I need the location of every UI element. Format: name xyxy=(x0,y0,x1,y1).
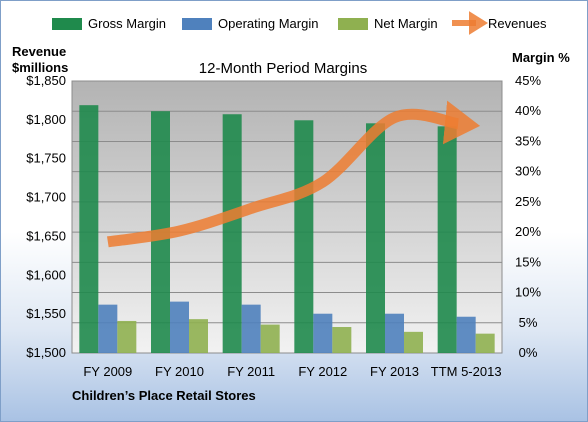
revenue-line xyxy=(107,100,481,248)
right-axis-ticks: 0% 5% 10% 15% 20% 25% 30% 35% 40% 45% xyxy=(515,73,541,360)
legend: Gross Margin Operating Margin Net Margin… xyxy=(52,11,547,35)
left-tick-label: $1,600 xyxy=(26,267,66,282)
legend-label-operating-margin: Operating Margin xyxy=(218,16,318,31)
right-tick-label: 15% xyxy=(515,254,541,269)
legend-swatch-gross-margin xyxy=(52,18,82,30)
bar-operating-margin-fy-2012 xyxy=(313,313,333,353)
category-label-fy-2009: FY 2009 xyxy=(83,364,132,379)
right-tick-label: 35% xyxy=(515,133,541,148)
legend-swatch-operating-margin xyxy=(182,18,212,30)
right-axis-label: Margin % xyxy=(512,50,570,65)
category-label-fy-2012: FY 2012 xyxy=(298,364,347,379)
left-tick-label: $1,750 xyxy=(26,151,66,166)
chart-title: 12-Month Period Margins xyxy=(199,60,367,77)
revenue-line-layer xyxy=(107,100,481,248)
category-labels: FY 2009 FY 2010 FY 2011 FY 2012 FY 2013 TTM 5… xyxy=(83,364,501,379)
bar-gross-margin-ttm-5-2013 xyxy=(437,126,457,353)
left-axis-ticks: $1,500 $1,550 $1,600 $1,650 $1,700 $1,750 $1,8… xyxy=(26,73,66,360)
bar-operating-margin-fy-2011 xyxy=(241,304,261,353)
left-tick-label: $1,850 xyxy=(26,73,66,88)
left-tick-label: $1,800 xyxy=(26,112,66,127)
bar-gross-margin-fy-2011 xyxy=(222,114,242,353)
bar-gross-margin-fy-2009 xyxy=(79,105,99,353)
legend-label-revenues: Revenues xyxy=(488,16,547,31)
bar-net-margin-fy-2010 xyxy=(189,319,208,353)
bar-operating-margin-fy-2010 xyxy=(170,301,189,353)
legend-swatch-net-margin xyxy=(338,18,368,30)
bar-operating-margin-fy-2009 xyxy=(98,304,118,353)
bar-operating-margin-fy-2013 xyxy=(385,313,404,353)
category-label-fy-2011: FY 2011 xyxy=(227,364,275,379)
left-tick-label: $1,650 xyxy=(26,228,66,243)
company-name: Children’s Place Retail Stores xyxy=(72,388,256,403)
bar-gross-margin-fy-2013 xyxy=(366,123,385,353)
bar-net-margin-fy-2012 xyxy=(332,327,352,353)
left-tick-label: $1,500 xyxy=(26,345,66,360)
right-tick-label: 10% xyxy=(515,285,541,300)
right-tick-label: 40% xyxy=(515,103,541,118)
category-label-fy-2010: FY 2010 xyxy=(155,364,204,379)
bar-net-margin-fy-2009 xyxy=(117,320,137,353)
right-tick-label: 25% xyxy=(515,194,541,209)
legend-label-net-margin: Net Margin xyxy=(374,16,438,31)
legend-label-gross-margin: Gross Margin xyxy=(88,16,166,31)
bar-gross-margin-fy-2012 xyxy=(294,120,314,354)
bar-net-margin-ttm-5-2013 xyxy=(475,333,495,353)
left-axis-label-line1: Revenue xyxy=(12,44,66,59)
left-tick-label: $1,550 xyxy=(26,306,66,321)
right-tick-label: 45% xyxy=(515,73,541,88)
left-tick-label: $1,700 xyxy=(26,190,66,205)
bar-operating-margin-ttm-5-2013 xyxy=(456,316,476,353)
right-tick-label: 20% xyxy=(515,224,541,239)
right-tick-label: 0% xyxy=(519,345,538,360)
bar-net-margin-fy-2011 xyxy=(260,324,280,353)
category-label-ttm-5-2013: TTM 5-2013 xyxy=(431,364,502,379)
left-axis-label-line2: $millions xyxy=(12,60,68,75)
category-label-fy-2013: FY 2013 xyxy=(370,364,419,379)
right-tick-label: 30% xyxy=(515,164,541,179)
bars xyxy=(79,105,495,354)
bar-net-margin-fy-2013 xyxy=(404,331,423,353)
right-tick-label: 5% xyxy=(519,315,538,330)
